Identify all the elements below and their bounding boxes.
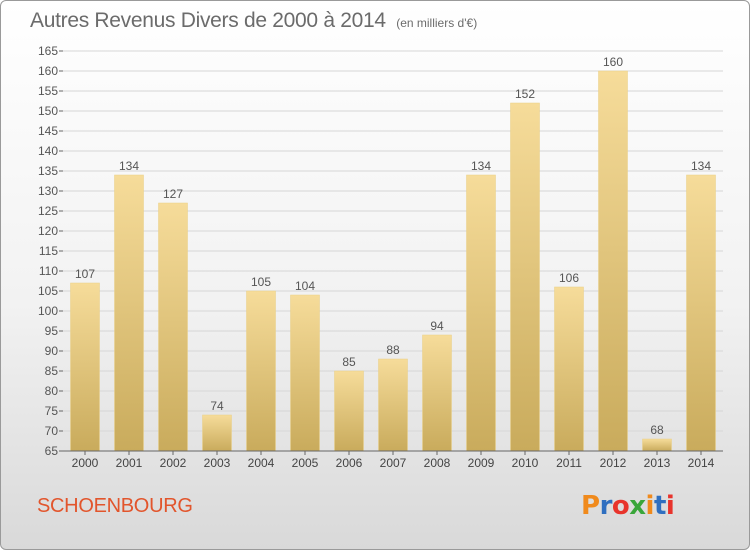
logo-letter: i — [645, 491, 655, 521]
x-tick-label: 2007 — [380, 456, 407, 470]
bar-value-label: 160 — [603, 55, 623, 69]
bar-value-label: 88 — [386, 343, 400, 357]
y-tick-label: 105 — [38, 284, 58, 298]
bar-value-label: 104 — [295, 279, 315, 293]
x-tick-label: 2005 — [292, 456, 319, 470]
y-tick-label: 140 — [38, 144, 58, 158]
bar[interactable] — [466, 174, 496, 452]
bar[interactable] — [642, 438, 672, 452]
x-tick-label: 2003 — [204, 456, 231, 470]
bar[interactable] — [70, 282, 100, 452]
y-tick-label: 150 — [38, 104, 58, 118]
bar-value-label: 127 — [163, 187, 183, 201]
logo-letter: x — [629, 491, 646, 521]
commune-name: SCHOENBOURG — [37, 495, 193, 517]
x-tick-label: 2012 — [600, 456, 627, 470]
bar[interactable] — [114, 174, 144, 452]
bar[interactable] — [246, 290, 276, 452]
bar-value-label: 68 — [650, 423, 664, 437]
y-tick-label: 65 — [45, 444, 59, 458]
bar-value-label: 105 — [251, 275, 271, 289]
bar-value-label: 107 — [75, 267, 95, 281]
bar[interactable] — [554, 286, 584, 452]
logo-letter: i — [665, 491, 675, 521]
y-tick-label: 90 — [45, 344, 59, 358]
bar[interactable] — [598, 70, 628, 452]
bar-value-label: 106 — [559, 271, 579, 285]
x-tick-label: 2004 — [248, 456, 275, 470]
bar-value-label: 74 — [210, 399, 224, 413]
bar[interactable] — [290, 294, 320, 452]
y-tick-label: 125 — [38, 204, 58, 218]
bar[interactable] — [158, 202, 188, 452]
bar-value-label: 94 — [430, 319, 444, 333]
y-tick-label: 110 — [39, 264, 58, 278]
y-tick-label: 165 — [38, 44, 58, 58]
value-labels: 107 134 127 74 105 104 85 88 94 134 152 106 160 68 134 — [75, 55, 711, 437]
logo-letter: r — [599, 491, 613, 521]
y-axis-ticks: 65 70 75 80 85 90 95 100 105 110 115 120 125 130 135 14… — [38, 44, 63, 458]
bar-value-label: 134 — [119, 159, 139, 173]
logo-letter: t — [653, 491, 666, 521]
bar[interactable] — [334, 370, 364, 452]
x-tick-label: 2000 — [72, 456, 99, 470]
y-tick-label: 80 — [45, 384, 59, 398]
x-tick-label: 2011 — [556, 456, 582, 470]
y-tick-label: 155 — [38, 84, 58, 98]
x-tick-label: 2010 — [512, 456, 539, 470]
bar[interactable] — [422, 334, 452, 452]
x-tick-label: 2014 — [688, 456, 715, 470]
y-tick-label: 100 — [38, 304, 58, 318]
y-tick-label: 85 — [45, 364, 59, 378]
y-tick-label: 115 — [39, 244, 58, 258]
x-tick-label: 2002 — [160, 456, 187, 470]
x-tick-label: 2001 — [116, 456, 143, 470]
y-tick-label: 135 — [38, 164, 58, 178]
bar-value-label: 134 — [471, 159, 491, 173]
logo-letter: P — [581, 491, 600, 521]
y-tick-label: 130 — [38, 184, 58, 198]
x-tick-label: 2006 — [336, 456, 363, 470]
bar-value-label: 152 — [515, 87, 535, 101]
bar[interactable] — [202, 414, 232, 452]
y-tick-label: 70 — [45, 424, 59, 438]
bar-value-label: 85 — [342, 355, 356, 369]
logo-letter: o — [611, 491, 630, 521]
y-tick-label: 120 — [38, 224, 58, 238]
chart-unit: (en milliers d'€) — [396, 16, 478, 30]
x-tick-label: 2013 — [644, 456, 671, 470]
y-tick-label: 160 — [38, 64, 58, 78]
x-axis-ticks: 2000 2001 2002 2003 2004 2005 2006 2007 2008 2009… — [72, 451, 715, 470]
bar[interactable] — [686, 174, 716, 452]
bar[interactable] — [510, 102, 540, 452]
x-tick-label: 2009 — [468, 456, 495, 470]
bars — [70, 70, 716, 452]
proxiti-logo[interactable]: Proxiti — [581, 491, 675, 521]
x-tick-label: 2008 — [424, 456, 451, 470]
y-tick-label: 145 — [38, 124, 58, 138]
bar[interactable] — [378, 358, 408, 452]
bar-value-label: 134 — [691, 159, 711, 173]
y-tick-label: 95 — [45, 324, 59, 338]
chart-header: Autres Revenus Divers de 2000 à 2014 (en… — [30, 9, 477, 33]
y-tick-label: 75 — [45, 404, 59, 418]
chart-title: Autres Revenus Divers de 2000 à 2014 — [30, 9, 386, 32]
